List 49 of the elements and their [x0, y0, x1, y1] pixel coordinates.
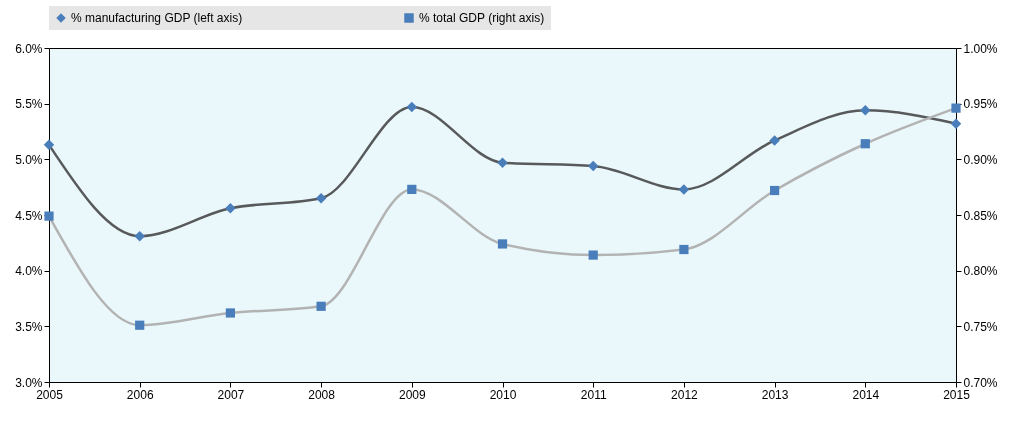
x-tick-label: 2011	[580, 387, 607, 402]
x-tick-label: 2012	[671, 387, 699, 402]
point	[588, 250, 598, 260]
point	[43, 139, 55, 151]
point	[678, 184, 690, 195]
point	[769, 135, 780, 146]
legend-label: % total GDP (right axis)	[419, 11, 545, 25]
point	[315, 193, 327, 204]
x-tick-label: 2015	[943, 387, 971, 402]
point	[497, 157, 508, 168]
x-tick-label: 2009	[398, 387, 426, 402]
y2-tick-label: 0.85%	[963, 208, 998, 223]
y-tick-label: 5.5%	[15, 97, 43, 112]
point	[587, 160, 599, 172]
point	[769, 185, 780, 196]
x-tick-label: 2006	[126, 387, 154, 402]
y2-tick-label: 1.00%	[963, 41, 998, 56]
y-tick-label: 6.0%	[15, 41, 43, 56]
point	[497, 239, 508, 249]
point	[679, 244, 689, 255]
point	[135, 320, 145, 330]
point	[951, 103, 961, 113]
x-tick-label: 2013	[761, 387, 789, 402]
point	[406, 101, 418, 113]
x-tick-label: 2014	[852, 387, 880, 402]
point	[225, 308, 236, 318]
point	[860, 105, 871, 116]
legend-label: % manufacturing GDP (left axis)	[71, 11, 243, 25]
y-tick-label: 3.0%	[15, 375, 43, 390]
point	[950, 118, 962, 129]
y2-tick-label: 0.80%	[963, 264, 998, 279]
y-tick-label: 3.5%	[15, 319, 43, 334]
y2-tick-label: 0.75%	[963, 319, 998, 334]
point	[316, 301, 326, 311]
y-tick-label: 5.0%	[15, 152, 43, 167]
y-tick-label: 4.0%	[15, 264, 43, 279]
x-tick-label: 2010	[489, 387, 517, 402]
y2-tick-label: 0.70%	[963, 375, 998, 390]
x-tick-label: 2007	[217, 387, 245, 402]
point	[860, 139, 870, 149]
y-tick-label: 4.5%	[15, 208, 43, 223]
point	[134, 230, 145, 242]
x-tick-label: 2008	[308, 387, 336, 402]
point	[225, 203, 236, 214]
y2-tick-label: 0.90%	[963, 152, 998, 167]
point	[407, 184, 417, 194]
x-tick-label: 2005	[36, 387, 64, 402]
y2-tick-label: 0.95%	[963, 97, 998, 112]
point	[44, 211, 54, 221]
